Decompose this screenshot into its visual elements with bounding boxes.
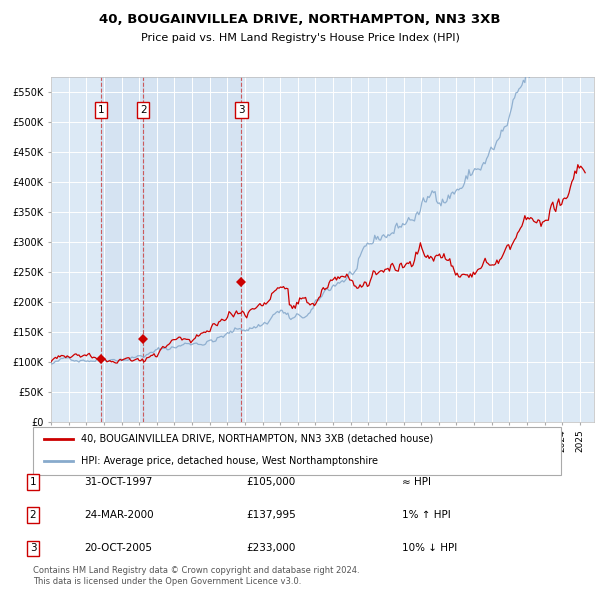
Text: Price paid vs. HM Land Registry's House Price Index (HPI): Price paid vs. HM Land Registry's House … (140, 33, 460, 43)
Text: ≈ HPI: ≈ HPI (402, 477, 431, 487)
Text: 31-OCT-1997: 31-OCT-1997 (84, 477, 152, 487)
Bar (143, 77, 241, 422)
Text: 40, BOUGAINVILLEA DRIVE, NORTHAMPTON, NN3 3XB (detached house): 40, BOUGAINVILLEA DRIVE, NORTHAMPTON, NN… (80, 434, 433, 444)
Text: 2: 2 (140, 104, 146, 114)
Text: 10% ↓ HPI: 10% ↓ HPI (402, 543, 457, 553)
Text: £233,000: £233,000 (246, 543, 295, 553)
Bar (101, 77, 143, 422)
Text: 40, BOUGAINVILLEA DRIVE, NORTHAMPTON, NN3 3XB: 40, BOUGAINVILLEA DRIVE, NORTHAMPTON, NN… (99, 13, 501, 26)
Text: 3: 3 (29, 543, 37, 553)
FancyBboxPatch shape (33, 427, 561, 475)
Text: 3: 3 (238, 104, 245, 114)
Text: 2: 2 (29, 510, 37, 520)
Text: 20-OCT-2005: 20-OCT-2005 (84, 543, 152, 553)
Text: 1: 1 (29, 477, 37, 487)
Text: £105,000: £105,000 (246, 477, 295, 487)
Text: 24-MAR-2000: 24-MAR-2000 (84, 510, 154, 520)
Text: Contains HM Land Registry data © Crown copyright and database right 2024.: Contains HM Land Registry data © Crown c… (33, 566, 359, 575)
Text: 1% ↑ HPI: 1% ↑ HPI (402, 510, 451, 520)
Text: This data is licensed under the Open Government Licence v3.0.: This data is licensed under the Open Gov… (33, 577, 301, 586)
Text: £137,995: £137,995 (246, 510, 296, 520)
Text: HPI: Average price, detached house, West Northamptonshire: HPI: Average price, detached house, West… (80, 457, 377, 467)
Text: 1: 1 (98, 104, 104, 114)
